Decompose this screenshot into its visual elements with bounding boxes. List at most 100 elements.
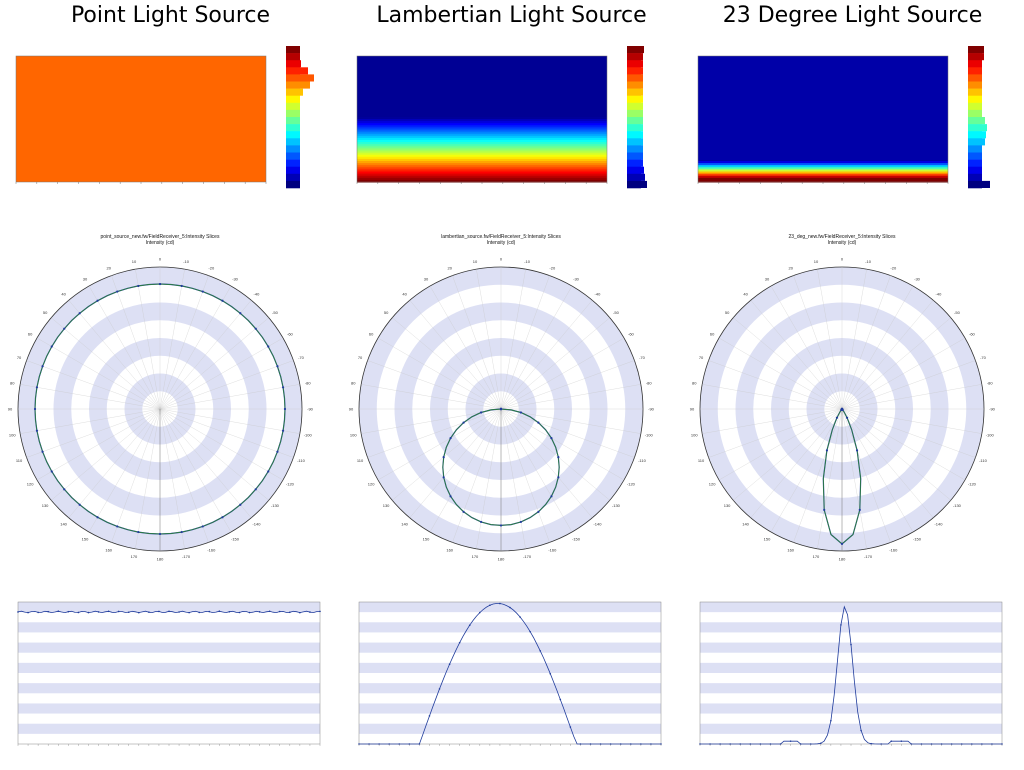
polar-angle-label: -30 bbox=[914, 277, 921, 282]
column-deg23: 23 Degree Light Source 23_deg_new.fw/Fiel… bbox=[682, 0, 1023, 770]
line-grid-bands bbox=[18, 602, 320, 734]
heatmap-panel bbox=[356, 46, 647, 189]
polar-angle-label: 0 bbox=[500, 257, 503, 262]
polar-angle-label: 90 bbox=[349, 407, 354, 412]
polar-spokes bbox=[700, 267, 984, 551]
polar-angle-label: -140 bbox=[252, 521, 261, 526]
colorbar-histogram bbox=[982, 46, 990, 188]
polar-angle-label: -120 bbox=[286, 482, 295, 487]
polar-angle-label: -10 bbox=[183, 259, 190, 264]
polar-angle-label: 10 bbox=[132, 259, 137, 264]
polar-angle-label: 100 bbox=[691, 433, 698, 438]
polar-trace-markers bbox=[442, 407, 560, 527]
polar-panel: lambertian_source.fw/FieldReceiver_5:Int… bbox=[349, 234, 655, 562]
polar-angle-label: 130 bbox=[42, 503, 49, 508]
polar-panel: point_source_new.fw/FieldReceiver_5:Inte… bbox=[8, 234, 314, 562]
colorbar-histogram bbox=[300, 60, 314, 96]
polar-title: point_source_new.fw/FieldReceiver_5:Inte… bbox=[101, 234, 220, 240]
polar-angle-label: -150 bbox=[231, 536, 240, 541]
polar-angle-label: -150 bbox=[913, 536, 922, 541]
polar-angle-label: 160 bbox=[446, 547, 453, 552]
polar-angle-label: 10 bbox=[473, 259, 478, 264]
polar-angle-label: 150 bbox=[423, 536, 430, 541]
polar-angle-label: 150 bbox=[82, 536, 89, 541]
polar-angle-label: -60 bbox=[628, 332, 635, 337]
polar-angle-label: -100 bbox=[304, 433, 313, 438]
colorbar bbox=[627, 46, 641, 189]
column-lambertian: Lambertian Light Source lambertian_source… bbox=[341, 0, 682, 770]
polar-angle-label: 130 bbox=[383, 503, 390, 508]
polar-angle-label: -170 bbox=[523, 554, 532, 559]
polar-angle-label: -110 bbox=[979, 458, 987, 463]
column-title: Point Light Source bbox=[70, 3, 271, 28]
polar-angle-label: 110 bbox=[698, 458, 705, 463]
colorbar-histogram bbox=[641, 46, 647, 188]
polar-angle-label: 110 bbox=[357, 458, 364, 463]
polar-angle-label: 120 bbox=[27, 482, 34, 487]
polar-angle-label: -130 bbox=[612, 503, 621, 508]
polar-angle-label: -20 bbox=[890, 266, 897, 271]
polar-angle-label: -50 bbox=[613, 310, 620, 315]
polar-angle-label: 80 bbox=[692, 380, 697, 385]
polar-angle-label: -110 bbox=[638, 458, 646, 463]
polar-angle-label: 40 bbox=[61, 292, 66, 297]
colorbar bbox=[968, 46, 982, 189]
polar-angle-label: -170 bbox=[182, 554, 191, 559]
polar-angle-label: 180 bbox=[498, 557, 505, 562]
polar-angle-label: 40 bbox=[743, 292, 748, 297]
polar-angle-label: 170 bbox=[131, 554, 138, 559]
heatmap-field bbox=[357, 56, 607, 183]
polar-angle-label: -40 bbox=[595, 292, 602, 297]
polar-angle-label: 60 bbox=[369, 332, 374, 337]
column-title: Lambertian Light Source bbox=[376, 3, 647, 28]
polar-angle-label: -70 bbox=[639, 355, 646, 360]
polar-angle-label: -10 bbox=[524, 259, 531, 264]
line-trace-markers bbox=[699, 624, 1003, 745]
heatmap-panel bbox=[15, 46, 314, 189]
polar-angle-label: -70 bbox=[980, 355, 987, 360]
polar-angle-label: 30 bbox=[765, 277, 770, 282]
polar-angle-label: 170 bbox=[472, 554, 479, 559]
polar-angle-label: 80 bbox=[351, 380, 356, 385]
polar-angle-label: -50 bbox=[954, 310, 961, 315]
polar-angle-label: 100 bbox=[350, 433, 357, 438]
polar-trace-markers bbox=[823, 407, 861, 545]
polar-angle-label: 50 bbox=[725, 310, 730, 315]
polar-subtitle: Intensity (cd) bbox=[146, 240, 175, 246]
polar-angle-label: 20 bbox=[788, 266, 793, 271]
polar-spokes bbox=[18, 267, 302, 551]
polar-angle-label: -20 bbox=[549, 266, 556, 271]
polar-angle-label: -160 bbox=[548, 547, 557, 552]
colorbar bbox=[286, 46, 300, 189]
line-panel bbox=[17, 601, 321, 746]
polar-angle-label: 50 bbox=[384, 310, 389, 315]
polar-angle-label: -90 bbox=[648, 407, 655, 412]
polar-angle-label: 60 bbox=[710, 332, 715, 337]
heatmap-field bbox=[16, 56, 266, 182]
polar-angle-label: -160 bbox=[889, 547, 898, 552]
polar-trace-markers bbox=[33, 282, 287, 536]
polar-title: 23_deg_new.fw/FieldReceiver_5:Intensity … bbox=[788, 234, 896, 240]
polar-angle-label: -150 bbox=[572, 536, 581, 541]
polar-subtitle: Intensity (cd) bbox=[828, 240, 857, 246]
heatmap-panel bbox=[697, 46, 990, 189]
polar-angle-label: -40 bbox=[254, 292, 261, 297]
polar-angle-label: -120 bbox=[627, 482, 636, 487]
polar-angle-label: -20 bbox=[208, 266, 215, 271]
polar-angle-label: 110 bbox=[16, 458, 23, 463]
polar-angle-label: -50 bbox=[272, 310, 279, 315]
polar-angle-label: -100 bbox=[645, 433, 654, 438]
polar-angle-label: 70 bbox=[358, 355, 363, 360]
line-grid-bands bbox=[359, 602, 661, 734]
polar-angle-label: -80 bbox=[646, 380, 653, 385]
polar-angle-label: 140 bbox=[401, 521, 408, 526]
polar-angle-label: 120 bbox=[368, 482, 375, 487]
polar-angle-label: 40 bbox=[402, 292, 407, 297]
line-trace-markers bbox=[17, 610, 321, 614]
polar-angle-label: 160 bbox=[105, 547, 112, 552]
polar-angle-label: -140 bbox=[934, 521, 943, 526]
column-point: Point Light Source point_source_new.fw/Fi… bbox=[0, 0, 341, 770]
polar-angle-label: -80 bbox=[305, 380, 312, 385]
polar-angle-label: 20 bbox=[106, 266, 111, 271]
polar-angle-label: -40 bbox=[936, 292, 943, 297]
